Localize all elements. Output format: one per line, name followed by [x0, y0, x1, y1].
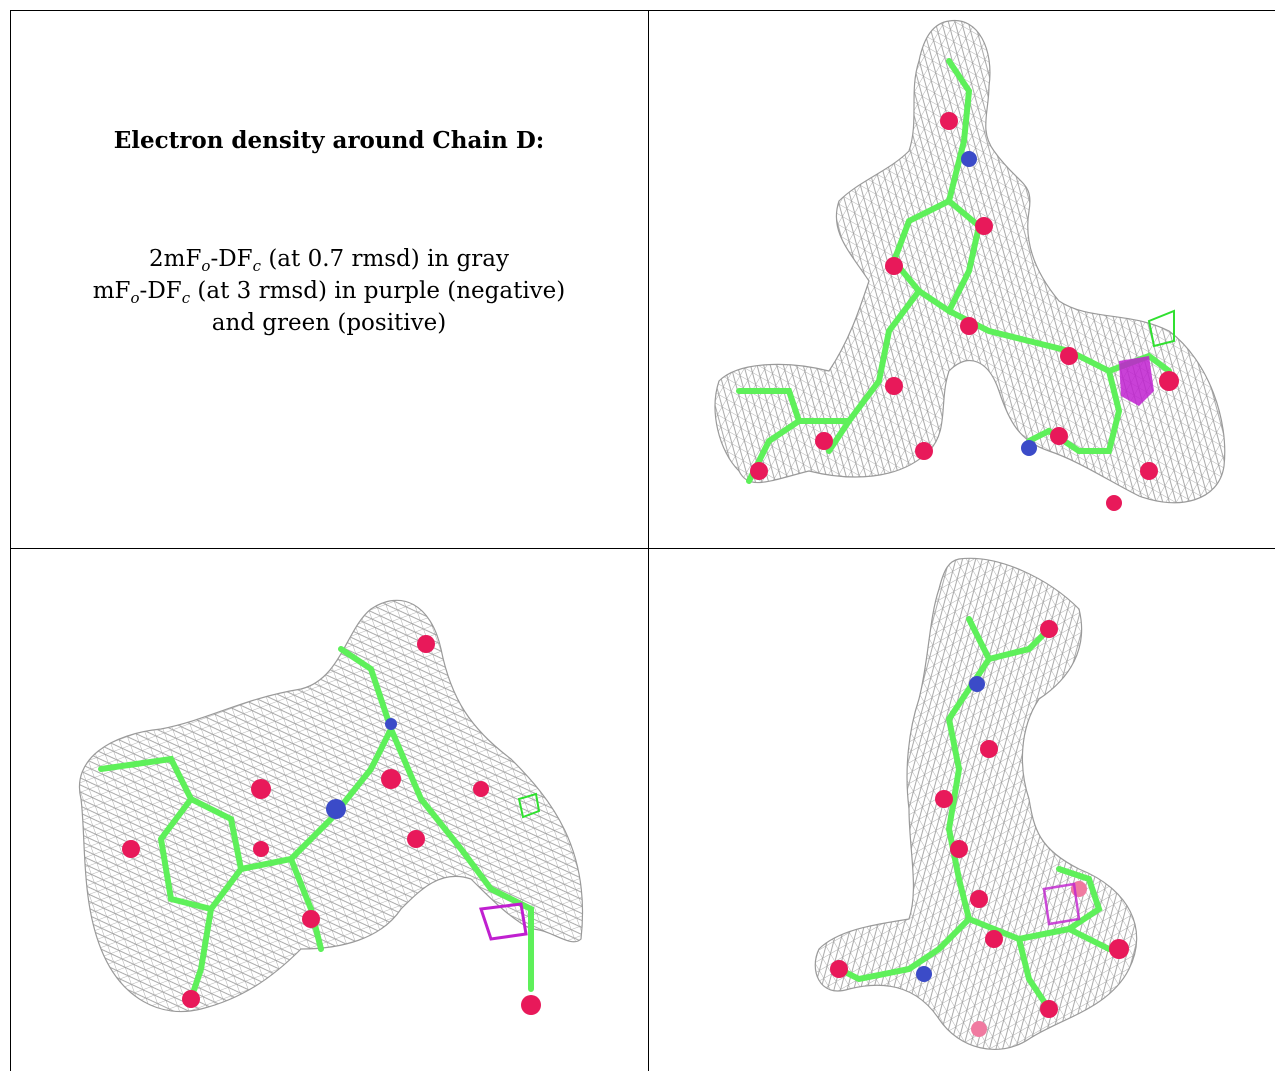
density-view-top-right	[649, 11, 1275, 548]
legend-line-gray: 2mFo-DFc (at 0.7 rmsd) in gray	[149, 246, 509, 275]
legend-line-colors: and green (positive)	[211, 310, 447, 336]
table-divider-horizontal	[10, 548, 1275, 549]
negative-density-blob	[1119, 356, 1154, 406]
density-image-1	[714, 19, 1226, 511]
table-border-left	[10, 10, 11, 1071]
figure-table: Electron density around Chain D: 2mFo-DF…	[10, 10, 1275, 1071]
table-divider-vertical	[648, 10, 649, 1071]
caption-cell: Electron density around Chain D: 2mFo-DF…	[10, 10, 648, 548]
legend-line-difference: mFo-DFc (at 3 rmsd) in purple (negative)	[92, 278, 566, 307]
oxygen-atoms	[122, 635, 541, 1015]
mesh-envelope	[814, 557, 1138, 1050]
density-view-bottom-left	[11, 549, 648, 1071]
positive-density-blob	[517, 792, 541, 819]
caption-title: Electron density around Chain D:	[113, 127, 545, 154]
ligand-sticks	[98, 646, 534, 1002]
oxygen-atoms	[830, 620, 1129, 1037]
nitrogen-atoms	[326, 718, 397, 819]
density-image-2	[78, 599, 584, 1015]
oxygen-atoms	[750, 112, 1179, 511]
negative-density-blob	[1042, 882, 1081, 926]
negative-density-blob	[478, 902, 528, 941]
nitrogen-atoms	[916, 676, 985, 982]
positive-density-blob	[1147, 309, 1175, 348]
density-view-bottom-right	[649, 549, 1275, 1071]
caption-legend: 2mFo-DFc (at 0.7 rmsd) in gray mFo-DFc (…	[10, 243, 648, 339]
table-border-top	[10, 10, 1275, 11]
density-image-3	[814, 557, 1138, 1050]
ligand-sticks	[836, 616, 1112, 1012]
nitrogen-atoms	[961, 151, 1037, 456]
